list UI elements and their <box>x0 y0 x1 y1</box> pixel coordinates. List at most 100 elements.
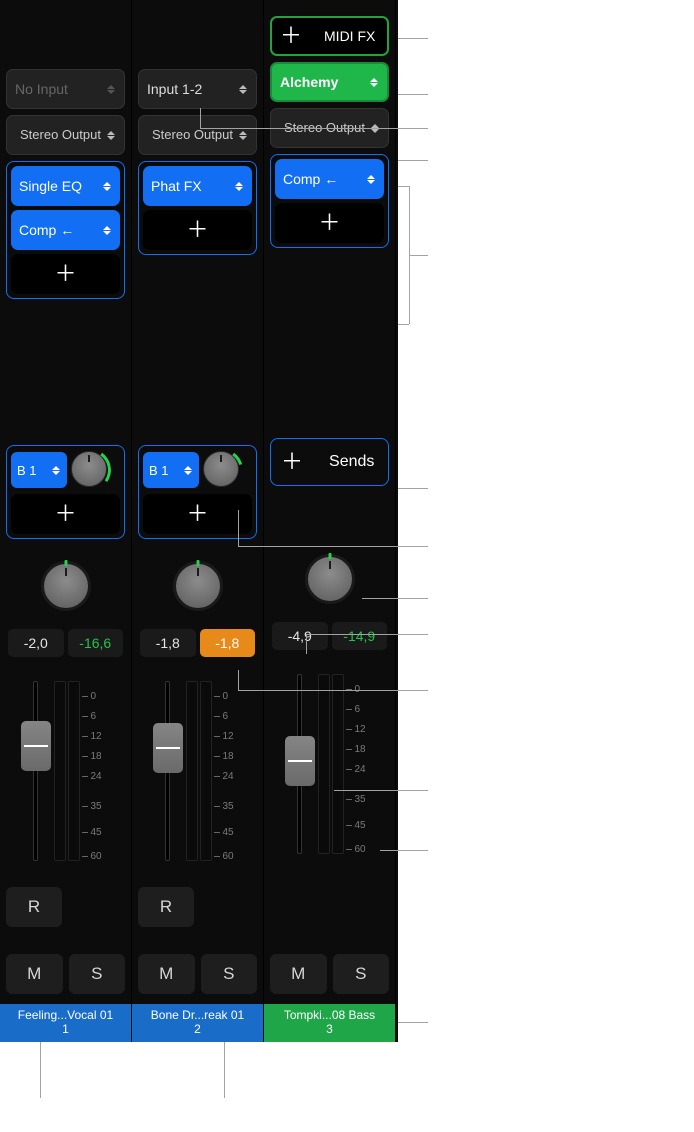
send-bus-selector[interactable]: B 1 <box>143 452 199 488</box>
fader-db-readout: -4,9 <box>272 622 328 650</box>
plugin-slot[interactable]: Comp ← <box>11 210 120 250</box>
output-selector[interactable]: Stereo Output <box>6 115 125 155</box>
updown-icon <box>106 131 116 140</box>
sends-area: B 1 ＋ <box>138 445 257 539</box>
output-selector[interactable]: Stereo Output <box>138 115 257 155</box>
callout-line <box>238 546 428 547</box>
plus-icon: ＋ <box>54 263 76 285</box>
updown-icon <box>102 182 112 191</box>
plugin-slot[interactable]: Phat FX <box>143 166 252 206</box>
fader-area: 06121824354560 <box>6 681 125 881</box>
callout-line <box>334 790 428 791</box>
fader-area: 06121824354560 <box>270 674 389 874</box>
plus-icon: ＋ <box>186 503 208 525</box>
instrument-slot[interactable]: Alchemy <box>270 62 389 102</box>
volume-fader[interactable] <box>20 681 52 861</box>
db-scale: 06121824354560 <box>346 674 376 854</box>
plus-icon: ＋ <box>280 25 302 47</box>
channel-strip-1: No Input Stereo Output Single EQ Comp ← … <box>0 0 132 1042</box>
level-meter-l <box>54 681 66 861</box>
level-meter-l <box>186 681 198 861</box>
peak-db-readout[interactable]: -16,6 <box>68 629 124 657</box>
level-meter-r <box>200 681 212 861</box>
mute-button[interactable]: M <box>138 954 195 994</box>
fader-area: 06121824354560 <box>138 681 257 881</box>
instrument-label: Alchemy <box>280 74 338 90</box>
plugin-slot[interactable]: Single EQ <box>11 166 120 206</box>
add-send-button[interactable]: ＋ <box>11 494 120 534</box>
updown-icon <box>106 85 116 94</box>
add-plugin-button[interactable]: ＋ <box>275 203 384 243</box>
plugin-area: Comp ← ＋ <box>270 154 389 248</box>
pan-knob[interactable] <box>305 554 355 604</box>
solo-button[interactable]: S <box>69 954 126 994</box>
solo-button[interactable]: S <box>201 954 258 994</box>
callout-line <box>362 598 428 599</box>
pan-knob[interactable] <box>173 561 223 611</box>
db-scale: 06121824354560 <box>214 681 244 861</box>
pan-knob[interactable] <box>41 561 91 611</box>
track-name-label[interactable]: Feeling...Vocal 011 <box>0 1004 131 1042</box>
plus-icon: ＋ <box>186 219 208 241</box>
callout-line <box>380 850 428 851</box>
fader-db-readout: -2,0 <box>8 629 64 657</box>
plugin-label: Comp ← <box>283 171 338 187</box>
db-scale: 06121824354560 <box>82 681 112 861</box>
callout-line <box>200 108 201 128</box>
callout-line <box>200 128 428 129</box>
input-label: Input 1-2 <box>147 81 202 97</box>
add-plugin-button[interactable]: ＋ <box>143 210 252 250</box>
plugin-area: Single EQ Comp ← ＋ <box>6 161 125 299</box>
peak-db-readout[interactable]: -14,9 <box>332 622 388 650</box>
mute-button[interactable]: M <box>6 954 63 994</box>
updown-icon <box>102 226 112 235</box>
send-bus-label: B 1 <box>149 463 169 478</box>
plus-icon: ＋ <box>54 503 76 525</box>
callout-line <box>398 38 428 39</box>
send-level-knob[interactable] <box>203 451 241 489</box>
callout-line <box>40 1042 41 1098</box>
send-bus-label: B 1 <box>17 463 37 478</box>
output-label: Stereo Output <box>147 128 238 142</box>
track-name-label[interactable]: Tompki...08 Bass3 <box>264 1004 395 1042</box>
send-level-knob[interactable] <box>71 451 109 489</box>
midi-fx-label: MIDI FX <box>324 28 375 44</box>
callout-line <box>409 255 428 256</box>
plugin-label: Single EQ <box>19 178 82 194</box>
record-enable-button[interactable]: R <box>6 887 62 927</box>
mute-button[interactable]: M <box>270 954 327 994</box>
sends-label: Sends <box>329 453 374 471</box>
add-send-button[interactable]: ＋ <box>143 494 252 534</box>
updown-icon <box>238 131 248 140</box>
updown-icon <box>238 85 248 94</box>
add-plugin-button[interactable]: ＋ <box>11 254 120 294</box>
plus-icon: ＋ <box>281 451 303 473</box>
solo-button[interactable]: S <box>333 954 390 994</box>
level-meter-r <box>68 681 80 861</box>
input-label: No Input <box>15 81 68 97</box>
send-bus-selector[interactable]: B 1 <box>11 452 67 488</box>
volume-fader[interactable] <box>152 681 184 861</box>
mixer-panel: No Input Stereo Output Single EQ Comp ← … <box>0 0 398 1042</box>
peak-db-readout[interactable]: -1,8 <box>200 629 256 657</box>
sends-slot-empty[interactable]: ＋ Sends <box>270 438 389 486</box>
updown-icon <box>366 175 376 184</box>
track-name-label[interactable]: Bone Dr...reak 012 <box>132 1004 263 1042</box>
callout-line <box>398 94 428 95</box>
input-selector[interactable]: No Input <box>6 69 125 109</box>
level-meter-l <box>318 674 330 854</box>
channel-strip-3: ＋ MIDI FX Alchemy Stereo Output Comp ← ＋… <box>264 0 396 1042</box>
volume-fader[interactable] <box>284 674 316 854</box>
updown-icon <box>183 466 193 475</box>
record-enable-button[interactable]: R <box>138 887 194 927</box>
output-label: Stereo Output <box>15 128 106 142</box>
callout-line <box>238 690 428 691</box>
fader-db-readout: -1,8 <box>140 629 196 657</box>
callout-line <box>238 510 239 546</box>
input-selector[interactable]: Input 1-2 <box>138 69 257 109</box>
plugin-slot[interactable]: Comp ← <box>275 159 384 199</box>
plugin-label: Comp ← <box>19 222 74 238</box>
midi-fx-slot[interactable]: ＋ MIDI FX <box>270 16 389 56</box>
callout-line <box>238 670 239 690</box>
callout-line <box>398 488 428 489</box>
